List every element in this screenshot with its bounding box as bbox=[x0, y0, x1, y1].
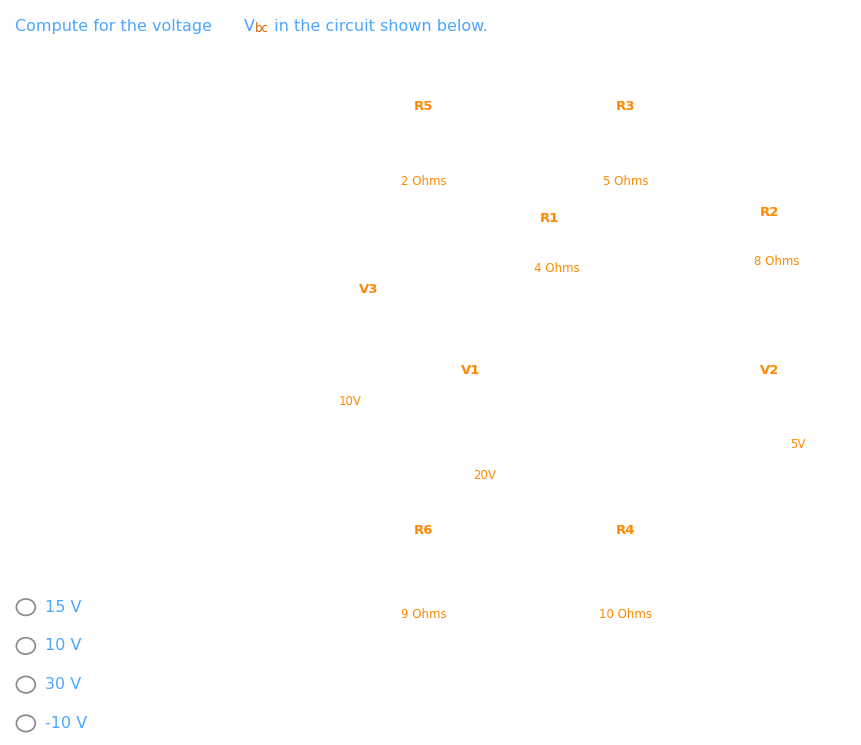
Text: +: + bbox=[754, 414, 763, 425]
Text: Compute for the voltage: Compute for the voltage bbox=[15, 19, 218, 34]
Bar bbox=[507, 337, 524, 354]
Text: V3: V3 bbox=[359, 283, 379, 296]
Text: 8 Ohms: 8 Ohms bbox=[754, 256, 799, 268]
Text: +: + bbox=[309, 325, 319, 335]
Text: V: V bbox=[244, 19, 255, 34]
Text: 4 Ohms: 4 Ohms bbox=[534, 261, 579, 274]
Text: 10 Ohms: 10 Ohms bbox=[599, 608, 652, 621]
Text: R2: R2 bbox=[760, 206, 779, 219]
Text: bc: bc bbox=[255, 22, 269, 35]
Text: 5V: 5V bbox=[790, 438, 806, 451]
Text: 30 V: 30 V bbox=[45, 677, 81, 692]
Text: 20V: 20V bbox=[474, 469, 496, 482]
Text: V2: V2 bbox=[760, 364, 779, 377]
Text: V1: V1 bbox=[461, 364, 480, 377]
Bar bbox=[507, 565, 524, 583]
Text: 5 Ohms: 5 Ohms bbox=[603, 175, 648, 188]
Text: R1: R1 bbox=[540, 212, 560, 225]
Text: R4: R4 bbox=[616, 524, 635, 537]
Text: c: c bbox=[257, 568, 265, 580]
Text: R5: R5 bbox=[414, 101, 433, 113]
Text: R6: R6 bbox=[414, 524, 434, 537]
Text: b: b bbox=[257, 339, 265, 352]
Bar bbox=[507, 133, 524, 150]
Text: a: a bbox=[257, 135, 265, 148]
Text: 9 Ohms: 9 Ohms bbox=[401, 608, 447, 621]
Bar bbox=[733, 565, 750, 583]
Text: +: + bbox=[532, 343, 542, 353]
Text: R3: R3 bbox=[616, 101, 635, 113]
Text: in the circuit shown below.: in the circuit shown below. bbox=[269, 19, 487, 34]
Text: 2 Ohms: 2 Ohms bbox=[401, 175, 447, 188]
Text: 10 V: 10 V bbox=[45, 638, 81, 653]
Text: 10V: 10V bbox=[339, 395, 362, 408]
Text: -10 V: -10 V bbox=[45, 716, 87, 731]
Text: 15 V: 15 V bbox=[45, 600, 81, 615]
